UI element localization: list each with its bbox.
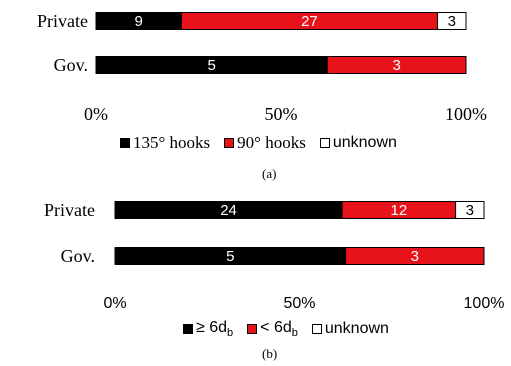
legend-b-label-1: ≥ 6db — [196, 319, 233, 339]
chart-b-bar-segment — [455, 201, 485, 219]
chart-a-data-label: 3 — [448, 13, 456, 30]
chart-b-data-label: 24 — [220, 202, 237, 219]
legend-b-label-2-text: < 6d — [260, 319, 292, 336]
chart-b-data-label: 3 — [466, 202, 474, 219]
legend-b-item-1: ≥ 6db — [183, 319, 233, 339]
legend-a-item-1: 135° hooks — [120, 133, 210, 153]
chart-a-tick-label: 100% — [445, 104, 487, 124]
legend-a-label-1: 135° hooks — [133, 133, 211, 152]
chart-a-data-label: 5 — [207, 57, 215, 74]
chart-a-category-label: Gov. — [54, 55, 88, 75]
chart-b: Private 24 12 3 Gov. 5 3 0% 50% 100% — [44, 200, 504, 312]
chart-b-tick-label: 0% — [103, 295, 126, 312]
chart-a-bar-segment — [437, 12, 467, 30]
chart-b-bar-segment — [345, 247, 485, 265]
legend-b-label-1-text: ≥ 6d — [196, 319, 228, 336]
legend-b-swatch-3 — [311, 324, 322, 335]
legend-b-item-2: < 6db — [247, 319, 298, 339]
legend-a-label-3: unknown — [332, 134, 397, 151]
chart-a: Private 9 27 3 Gov. 5 3 0% 50% 100% — [37, 11, 487, 124]
legend-b-label-1-sub: b — [227, 327, 234, 340]
caption-a: (a) — [262, 166, 277, 181]
chart-b-data-label: 12 — [391, 202, 408, 219]
chart-a-tick-label: 50% — [265, 104, 298, 124]
caption-b: (b) — [262, 346, 278, 361]
legend-a-item-2: 90° hooks — [224, 133, 306, 153]
legend-a-item-3: unknown — [319, 134, 397, 152]
legend-b: ≥ 6db < 6db unknown — [183, 319, 399, 339]
chart-a-data-label: 9 — [135, 13, 143, 30]
legend-a: 135° hooks 90° hooks unknown — [120, 133, 407, 153]
chart-a-tick-label: 0% — [84, 104, 108, 124]
chart-a-data-label: 3 — [392, 57, 400, 74]
legend-b-label-2: < 6db — [260, 319, 298, 339]
chart-b-category-label: Private — [44, 200, 95, 220]
chart-b-data-label: 5 — [226, 248, 234, 265]
chart-a-data-label: 27 — [301, 13, 318, 30]
legend-b-label-2-sub: b — [291, 327, 298, 340]
legend-b-swatch-2 — [247, 324, 258, 335]
chart-b-category-label: Gov. — [61, 246, 95, 266]
legend-b-label-3: unknown — [324, 320, 389, 338]
chart-a-category-label: Private — [37, 11, 88, 31]
chart-b-tick-label: 100% — [464, 295, 505, 312]
legend-a-swatch-1 — [120, 138, 130, 148]
legend-b-swatch-1 — [183, 324, 193, 335]
legend-a-label-2: 90° hooks — [237, 133, 306, 152]
chart-b-data-label: 3 — [411, 248, 419, 265]
legend-a-swatch-2 — [224, 138, 235, 148]
chart-a-bar-segment — [326, 56, 467, 74]
legend-a-swatch-3 — [319, 138, 330, 148]
chart-b-tick-label: 50% — [283, 295, 315, 312]
legend-b-item-3: unknown — [311, 320, 389, 338]
